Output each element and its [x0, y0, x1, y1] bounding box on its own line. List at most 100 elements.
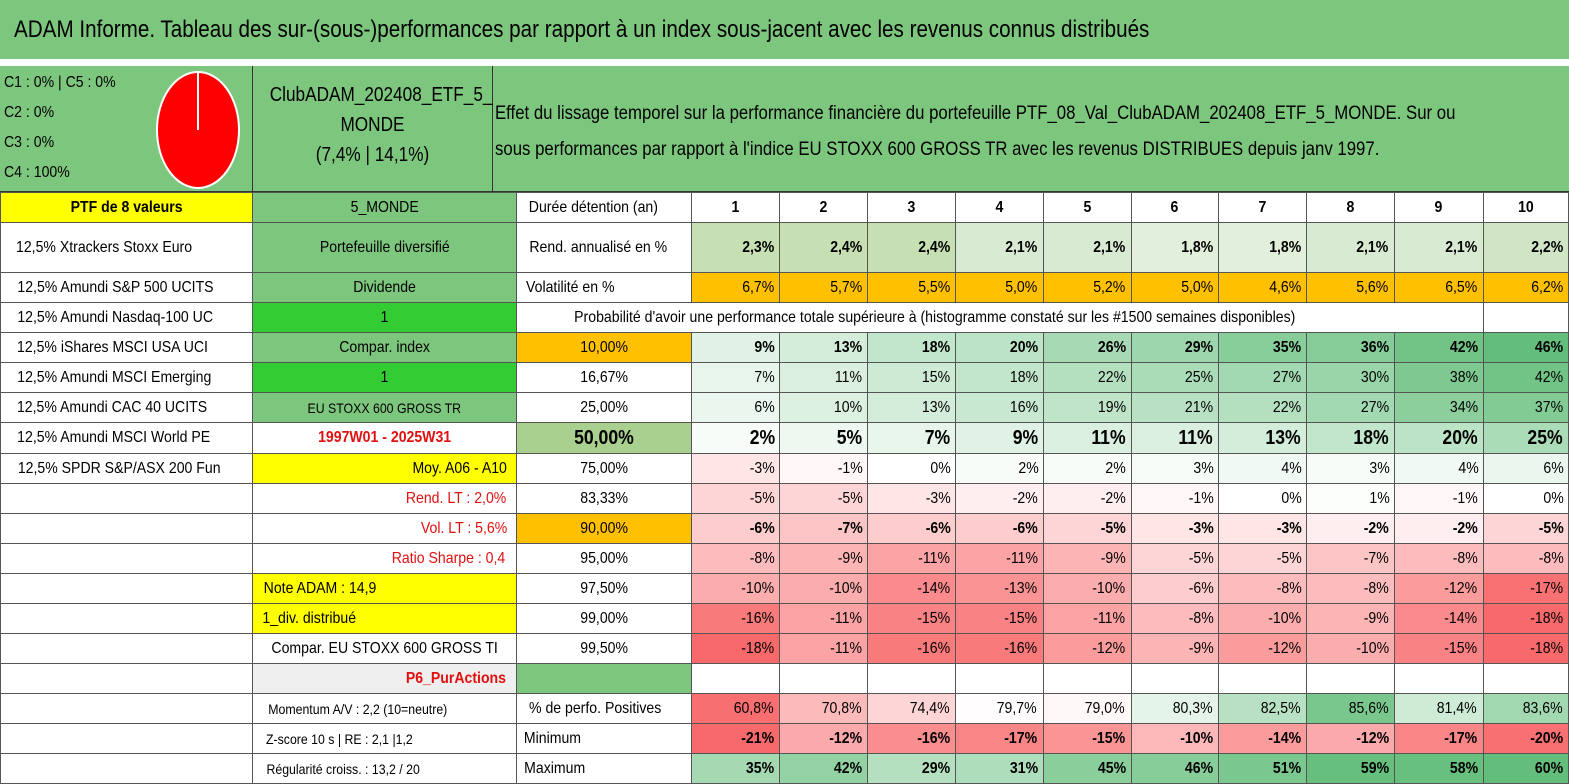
year-header[interactable]: 8	[1306, 192, 1395, 223]
percentile-value[interactable]: 2%	[1042, 453, 1132, 484]
percentile-value[interactable]: -1%	[1130, 483, 1220, 514]
maximum-value[interactable]: 45%	[1042, 753, 1132, 784]
percentile-value[interactable]: 7%	[690, 362, 781, 393]
percentile-value[interactable]: -15%	[867, 603, 956, 634]
holding[interactable]	[0, 543, 253, 574]
percentile-value[interactable]: -18%	[690, 633, 781, 664]
holding[interactable]: 12,5% Xtrackers Stoxx Euro	[0, 222, 253, 273]
empty-cell[interactable]	[0, 723, 253, 754]
proba-title[interactable]: Probabilité d'avoir une performance tota…	[516, 302, 1484, 333]
percentile-value[interactable]: 18%	[867, 332, 956, 363]
percentile-value[interactable]: -18%	[1482, 633, 1569, 664]
maximum-value[interactable]: 35%	[690, 753, 781, 784]
percentile-label[interactable]: 50,00%	[516, 422, 692, 454]
percentile-value[interactable]: -8%	[1306, 573, 1395, 604]
empty-cell[interactable]	[690, 663, 781, 694]
minimum-value[interactable]: -14%	[1218, 723, 1308, 754]
percentile-value[interactable]: 38%	[1393, 362, 1484, 393]
info-cell[interactable]: Moy. A06 - A10	[251, 453, 518, 484]
maximum-value[interactable]: 58%	[1393, 753, 1484, 784]
percentile-value[interactable]: 2%	[690, 422, 781, 454]
percentile-value[interactable]: -2%	[954, 483, 1044, 514]
maximum-value[interactable]: 59%	[1306, 753, 1395, 784]
percentile-value[interactable]: 5%	[779, 422, 869, 454]
info-cell[interactable]: EU STOXX 600 GROSS TR	[251, 392, 518, 423]
percentile-value[interactable]: 11%	[779, 362, 869, 393]
percentile-value[interactable]: -15%	[1393, 633, 1484, 664]
percentile-value[interactable]: 11%	[1130, 422, 1220, 454]
percentile-value[interactable]: -12%	[1393, 573, 1484, 604]
minimum-value[interactable]: -15%	[1042, 723, 1132, 754]
info-cell[interactable]: Momentum A/V : 2,2 (10=neutre)	[251, 693, 518, 724]
holding[interactable]: 12,5% Amundi S&P 500 UCITS	[0, 272, 253, 303]
ptf-count[interactable]: PTF de 8 valeurs	[0, 192, 253, 223]
percentile-value[interactable]: -13%	[954, 573, 1044, 604]
percentile-value[interactable]: -16%	[867, 633, 956, 664]
empty-cell[interactable]	[1306, 663, 1395, 694]
maximum-value[interactable]: 29%	[867, 753, 956, 784]
rend-value[interactable]: 2,1%	[1393, 222, 1484, 273]
empty-cell[interactable]	[0, 693, 253, 724]
year-header[interactable]: 4	[954, 192, 1044, 223]
percentile-value[interactable]: 9%	[690, 332, 781, 363]
percentile-value[interactable]: 13%	[867, 392, 956, 423]
percentile-value[interactable]: -3%	[1130, 513, 1220, 544]
percentile-value[interactable]: 19%	[1042, 392, 1132, 423]
rend-value[interactable]: 2,3%	[690, 222, 781, 273]
ptf-code[interactable]: 5_MONDE	[251, 192, 518, 223]
percentile-value[interactable]: 42%	[1393, 332, 1484, 363]
positives-value[interactable]: 83,6%	[1482, 693, 1569, 724]
percentile-value[interactable]: 18%	[954, 362, 1044, 393]
holding[interactable]: 12,5% Amundi CAC 40 UCITS	[0, 392, 253, 423]
holding[interactable]: 12,5% iShares MSCI USA UCI	[0, 332, 253, 363]
percentile-value[interactable]: 27%	[1306, 392, 1395, 423]
info-cell[interactable]: Z-score 10 s | RE : 2,1 |1,2	[251, 723, 518, 754]
percentile-value[interactable]: -18%	[1482, 603, 1569, 634]
info-cell[interactable]: Portefeuille diversifié	[251, 222, 518, 273]
info-cell[interactable]: Rend. LT : 2,0%	[251, 483, 518, 514]
info-cell[interactable]: 1_div. distribué	[251, 603, 518, 634]
percentile-value[interactable]: -8%	[1130, 603, 1220, 634]
percentile-value[interactable]: 1%	[1306, 483, 1395, 514]
percentile-value[interactable]: -5%	[779, 483, 869, 514]
percentile-value[interactable]: -11%	[779, 633, 869, 664]
percentile-value[interactable]: -10%	[1306, 633, 1395, 664]
percentile-value[interactable]: -9%	[779, 543, 869, 574]
minimum-value[interactable]: -21%	[690, 723, 781, 754]
percentile-label[interactable]: 90,00%	[516, 513, 692, 544]
percentile-value[interactable]: -3%	[690, 453, 781, 484]
percentile-value[interactable]: 13%	[779, 332, 869, 363]
percentile-label[interactable]: 97,50%	[516, 573, 692, 604]
percentile-value[interactable]: 34%	[1393, 392, 1484, 423]
year-header[interactable]: 7	[1218, 192, 1308, 223]
holding[interactable]	[0, 483, 253, 514]
vol-value[interactable]: 5,2%	[1042, 272, 1132, 303]
empty-cell[interactable]	[0, 663, 253, 694]
minimum-value[interactable]: -10%	[1130, 723, 1220, 754]
holding[interactable]	[0, 633, 253, 664]
percentile-value[interactable]: 25%	[1130, 362, 1220, 393]
percentile-value[interactable]: 26%	[1042, 332, 1132, 363]
percentile-value[interactable]: -16%	[690, 603, 781, 634]
positives-value[interactable]: 82,5%	[1218, 693, 1308, 724]
rend-value[interactable]: 2,4%	[779, 222, 869, 273]
percentile-value[interactable]: 6%	[690, 392, 781, 423]
percentile-value[interactable]: 35%	[1218, 332, 1308, 363]
maximum-value[interactable]: 60%	[1482, 753, 1569, 784]
year-header[interactable]: 5	[1042, 192, 1132, 223]
maximum-value[interactable]: 51%	[1218, 753, 1308, 784]
percentile-value[interactable]: -8%	[1393, 543, 1484, 574]
percentile-value[interactable]: -5%	[1482, 513, 1569, 544]
minimum-value[interactable]: -20%	[1482, 723, 1569, 754]
empty-cell[interactable]	[954, 663, 1044, 694]
percentile-value[interactable]: -6%	[867, 513, 956, 544]
percentile-value[interactable]: -3%	[867, 483, 956, 514]
percentile-value[interactable]: 10%	[779, 392, 869, 423]
percentile-value[interactable]: -6%	[954, 513, 1044, 544]
percentile-value[interactable]: 20%	[954, 332, 1044, 363]
percentile-value[interactable]: 22%	[1218, 392, 1308, 423]
empty-cell[interactable]	[1482, 302, 1569, 333]
percentile-value[interactable]: 0%	[867, 453, 956, 484]
percentile-value[interactable]: 22%	[1042, 362, 1132, 393]
holding[interactable]	[0, 603, 253, 634]
